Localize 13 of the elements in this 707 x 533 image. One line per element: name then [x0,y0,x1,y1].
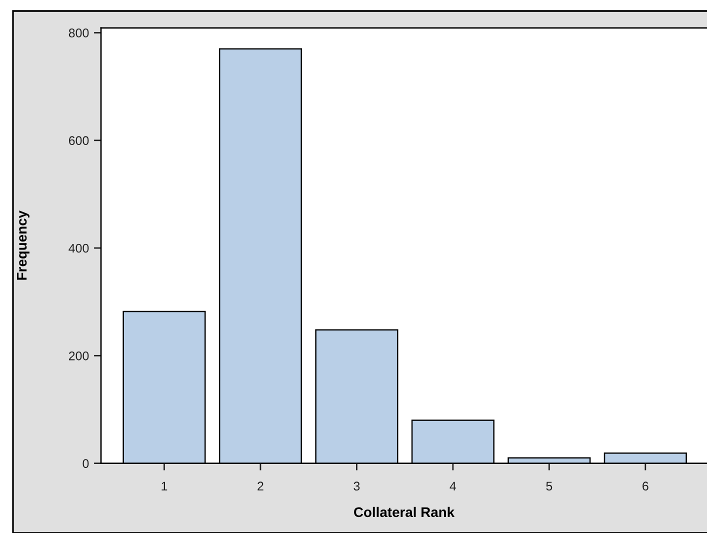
x-tick-label: 5 [546,482,552,491]
y-tick-label: 200 [68,351,89,360]
x-tick-label: 4 [450,482,456,490]
y-tick-label: 400 [68,244,89,253]
y-tick-label: 600 [68,136,89,146]
x-axis-title: Collateral Rank [354,506,455,518]
y-axis-title: Frequency [17,210,30,280]
x-tick-label: 6 [642,482,648,491]
x-tick-label: 1 [162,482,168,490]
y-tick-label: 0 [82,459,89,468]
y-tick-label: 800 [68,28,89,38]
x-tick-label: 3 [354,482,360,491]
x-tick-label: 2 [258,482,264,490]
